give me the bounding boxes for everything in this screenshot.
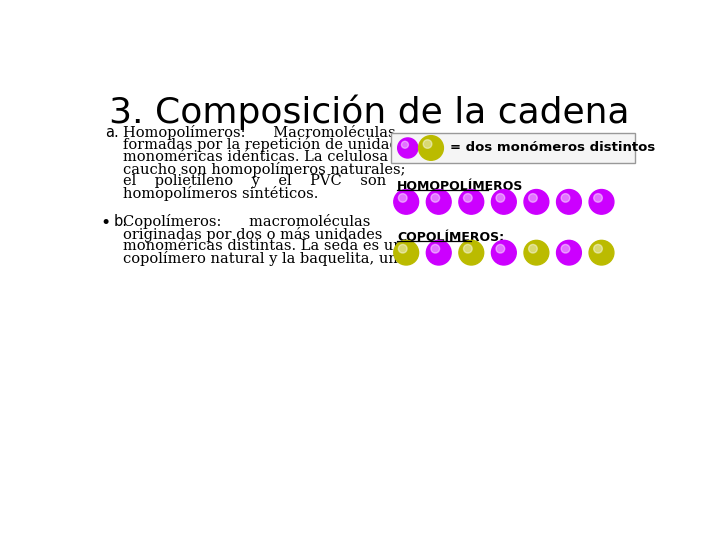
Circle shape [528, 245, 537, 253]
Text: homopolímeros sintéticos.: homopolímeros sintéticos. [122, 186, 318, 201]
Circle shape [418, 136, 444, 160]
Circle shape [459, 190, 484, 214]
Circle shape [394, 190, 418, 214]
Text: originadas por dos o más unidades: originadas por dos o más unidades [122, 226, 382, 241]
Circle shape [496, 194, 505, 202]
Bar [391, 132, 635, 164]
Circle shape [589, 190, 614, 214]
Circle shape [528, 194, 537, 202]
Text: Homopolímeros:      Macromoléculas: Homopolímeros: Macromoléculas [122, 125, 395, 140]
Circle shape [561, 194, 570, 202]
Text: monoméricas idénticas. La celulosa y el: monoméricas idénticas. La celulosa y el [122, 150, 418, 165]
Circle shape [557, 240, 581, 265]
Circle shape [589, 240, 614, 265]
Circle shape [459, 240, 484, 265]
Circle shape [426, 190, 451, 214]
Circle shape [423, 140, 432, 149]
Circle shape [464, 245, 472, 253]
Circle shape [394, 240, 418, 265]
Circle shape [402, 141, 408, 149]
Circle shape [524, 190, 549, 214]
Circle shape [594, 245, 603, 253]
Circle shape [524, 240, 549, 265]
Text: 3. Composición de la cadena: 3. Composición de la cadena [109, 94, 629, 130]
Text: b.: b. [113, 214, 127, 229]
Circle shape [492, 240, 516, 265]
Text: COPOLÍMEROS:: COPOLÍMEROS: [397, 231, 504, 244]
Text: formadas por la repetición de unidades: formadas por la repetición de unidades [122, 137, 415, 152]
Circle shape [397, 138, 418, 158]
Circle shape [496, 245, 505, 253]
Text: Copolímeros:      macromoléculas: Copolímeros: macromoléculas [122, 214, 370, 229]
Circle shape [426, 240, 451, 265]
Circle shape [557, 190, 581, 214]
Text: copolímero natural y la baquelita, uno: copolímero natural y la baquelita, uno [122, 251, 406, 266]
Circle shape [431, 194, 440, 202]
Circle shape [561, 245, 570, 253]
Text: •: • [101, 214, 111, 232]
Circle shape [492, 190, 516, 214]
Text: HOMOPOLÍMEROS: HOMOPOLÍMEROS [397, 180, 523, 193]
Text: caucho son homopolímeros naturales;: caucho son homopolímeros naturales; [122, 162, 405, 177]
Circle shape [594, 194, 603, 202]
Text: el    polietileno    y    el    PVC    son: el polietileno y el PVC son [122, 174, 386, 188]
Circle shape [431, 245, 440, 253]
Circle shape [398, 194, 407, 202]
Circle shape [464, 194, 472, 202]
Text: = dos monómeros distintos: = dos monómeros distintos [449, 141, 655, 154]
Text: monoméricas distintas. La seda es un: monoméricas distintas. La seda es un [122, 239, 402, 253]
Text: a.: a. [106, 125, 120, 140]
Circle shape [398, 245, 407, 253]
